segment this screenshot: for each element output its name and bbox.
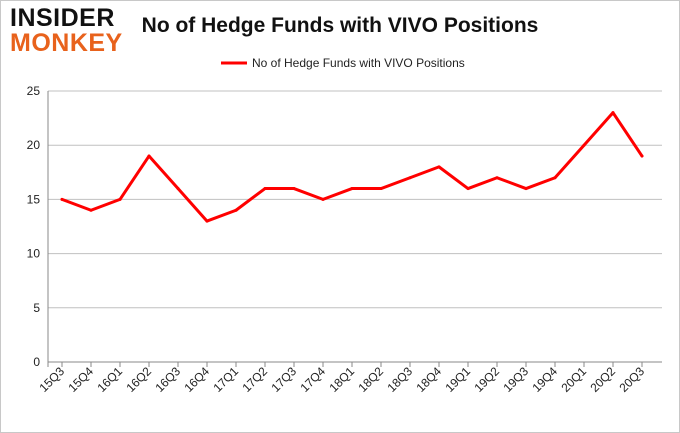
chart-title: No of Hedge Funds with VIVO Positions [141, 14, 539, 37]
data-point [408, 176, 412, 180]
logo-line-1: INSIDER [10, 4, 115, 32]
data-point [437, 165, 441, 169]
x-tick-label: 17Q2 [239, 364, 270, 395]
y-tick-label: 25 [27, 84, 41, 98]
x-tick-label: 15Q4 [65, 364, 96, 395]
grid-lines [48, 90, 662, 363]
legend-label: No of Hedge Funds with VIVO Positions [252, 56, 465, 70]
y-tick-label: 0 [33, 355, 40, 369]
logo-line-2: MONKEY [10, 29, 123, 57]
data-point [234, 208, 238, 212]
legend: No of Hedge Funds with VIVO Positions [221, 56, 465, 70]
data-point [582, 143, 586, 147]
y-tick-label: 20 [27, 138, 41, 152]
x-tick-label: 20Q3 [616, 364, 647, 395]
series-line [60, 111, 644, 223]
series-layer [60, 111, 644, 223]
data-point [118, 197, 122, 201]
x-tick-label: 18Q1 [326, 364, 357, 395]
data-point [611, 111, 615, 115]
x-tick-label: 16Q1 [94, 364, 125, 395]
data-point [205, 219, 209, 223]
y-tick-labels: 0 5 10 15 20 25 [27, 84, 41, 369]
data-point [379, 187, 383, 191]
x-tick-label: 15Q3 [36, 364, 67, 395]
data-point [466, 187, 470, 191]
data-point [553, 176, 557, 180]
x-tick-label: 17Q1 [210, 364, 241, 395]
x-tick-label: 19Q2 [471, 364, 502, 395]
x-tick-label: 20Q1 [558, 364, 589, 395]
data-point [495, 176, 499, 180]
x-tick-label: 17Q4 [297, 364, 328, 395]
data-point [350, 187, 354, 191]
x-tick-label: 19Q1 [442, 364, 473, 395]
data-point [147, 154, 151, 158]
axes [47, 91, 662, 367]
x-tick-label: 18Q2 [355, 364, 386, 395]
x-tick-label: 17Q3 [268, 364, 299, 395]
data-point [89, 208, 93, 212]
x-tick-label: 19Q3 [500, 364, 531, 395]
insider-monkey-logo: INSIDER MONKEY [10, 4, 128, 57]
x-tick-label: 18Q3 [384, 364, 415, 395]
data-point [60, 197, 64, 201]
y-tick-label: 10 [27, 247, 41, 261]
x-tick-label: 18Q4 [413, 364, 444, 395]
x-tick-label: 16Q4 [181, 364, 212, 395]
y-tick-label: 5 [33, 301, 40, 315]
data-point [176, 187, 180, 191]
data-point [524, 187, 528, 191]
x-tick-label: 16Q3 [152, 364, 183, 395]
data-point [292, 187, 296, 191]
x-tick-labels: 15Q315Q416Q116Q216Q316Q417Q117Q217Q317Q4… [36, 364, 647, 395]
data-point [263, 187, 267, 191]
data-point [321, 197, 325, 201]
x-tick-label: 19Q4 [529, 364, 560, 395]
x-tick-label: 16Q2 [123, 364, 154, 395]
y-tick-label: 15 [27, 192, 41, 206]
x-tick-label: 20Q2 [587, 364, 618, 395]
data-point [640, 154, 644, 158]
